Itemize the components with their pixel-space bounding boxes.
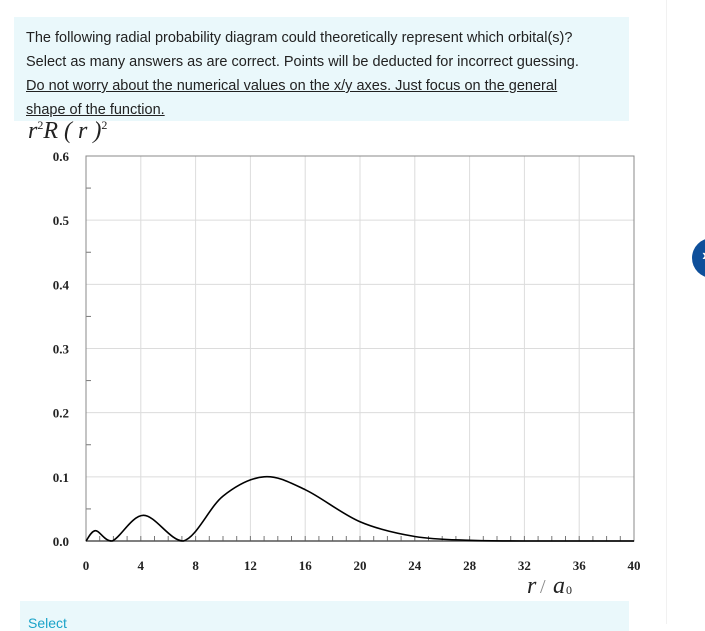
- answer-hint: Select: [28, 615, 67, 631]
- svg-text:0.5: 0.5: [53, 213, 70, 228]
- svg-text:20: 20: [354, 558, 367, 573]
- x-axis-label: r: [527, 573, 537, 599]
- y-axis-label: r2R ( r )2: [28, 118, 108, 144]
- svg-text:4: 4: [138, 558, 145, 573]
- svg-text:40: 40: [628, 558, 641, 573]
- svg-text:a: a: [553, 573, 565, 599]
- svg-text:12: 12: [244, 558, 257, 573]
- chevron-right-icon: ›: [702, 247, 705, 265]
- svg-text:0.4: 0.4: [53, 277, 70, 292]
- panel-divider: [666, 0, 667, 624]
- question-box: [14, 17, 629, 121]
- svg-text:16: 16: [299, 558, 313, 573]
- radial-probability-chart: 0.0 0.1 0.2 0.3 0.4 0.5 0.6 0 4 8 12 16 20 24 28 32 36 4…: [53, 149, 641, 599]
- svg-text:0.2: 0.2: [53, 406, 69, 421]
- question-line-2: Select as many answers as are correct. P…: [26, 54, 579, 70]
- question-text: The following radial probability diagram…: [26, 26, 626, 122]
- svg-text:0.0: 0.0: [53, 534, 69, 549]
- svg-text:32: 32: [518, 558, 531, 573]
- svg-text:0.6: 0.6: [53, 149, 70, 164]
- next-button[interactable]: ›: [692, 238, 705, 278]
- svg-text:0: 0: [83, 558, 90, 573]
- answer-box: Select: [20, 601, 629, 631]
- chart-area: [20, 121, 628, 591]
- svg-text:/: /: [540, 576, 546, 598]
- svg-text:28: 28: [463, 558, 477, 573]
- svg-text:0: 0: [566, 583, 572, 597]
- question-line-4: shape of the function.: [26, 102, 165, 118]
- svg-text:36: 36: [573, 558, 587, 573]
- svg-text:24: 24: [408, 558, 422, 573]
- svg-text:8: 8: [192, 558, 199, 573]
- question-line-3: Do not worry about the numerical values …: [26, 78, 558, 94]
- svg-text:0.1: 0.1: [53, 470, 69, 485]
- svg-text:0.3: 0.3: [53, 342, 70, 357]
- question-line-1: The following radial probability diagram…: [26, 30, 573, 46]
